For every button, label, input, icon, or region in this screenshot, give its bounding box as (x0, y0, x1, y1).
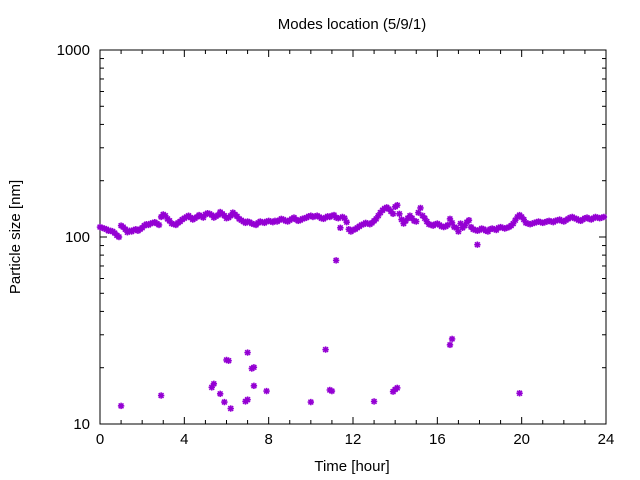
data-point (465, 216, 473, 224)
data-point (396, 210, 403, 218)
data-point (332, 257, 340, 264)
data-point (263, 387, 270, 395)
y-tick-label: 10 (73, 416, 90, 433)
data-point (394, 201, 401, 209)
x-tick-label: 8 (264, 431, 272, 448)
data-point (155, 221, 163, 229)
data-point (227, 405, 234, 412)
x-tick-label: 12 (345, 431, 362, 448)
data-point (389, 210, 397, 218)
data-point (115, 233, 123, 241)
data-point (157, 392, 165, 399)
data-point (446, 341, 454, 349)
y-tick-label: 1000 (57, 42, 90, 59)
x-tick-label: 16 (429, 431, 446, 448)
chart-title: Modes location (5/9/1) (278, 16, 426, 33)
data-point (221, 398, 228, 406)
data-point (337, 224, 344, 231)
data-point (250, 364, 258, 371)
data-point (343, 218, 350, 226)
y-axis-label: Particle size [nm] (7, 180, 24, 294)
x-tick-label: 20 (513, 431, 530, 448)
data-point (370, 398, 378, 405)
x-tick-label: 4 (180, 431, 188, 448)
data-point (117, 402, 125, 410)
axis-ticks (99, 49, 607, 425)
data-point (244, 396, 251, 403)
data-point (413, 218, 420, 225)
x-axis-label: Time [hour] (314, 458, 389, 475)
data-point (250, 382, 258, 390)
data-point (328, 387, 336, 395)
plot-frame (99, 49, 607, 425)
x-tick-label: 0 (96, 431, 104, 448)
data-point (216, 390, 224, 398)
data-point (417, 204, 424, 212)
data-point (474, 241, 481, 248)
data-point (322, 346, 329, 353)
data-point (448, 335, 456, 343)
data-point (394, 384, 401, 392)
x-tick-label: 24 (598, 431, 615, 448)
data-point (461, 222, 468, 229)
data-point (225, 357, 232, 364)
data-point (516, 390, 523, 397)
data-point (307, 398, 315, 406)
data-points (96, 201, 608, 412)
data-point (210, 380, 218, 388)
y-tick-label: 100 (65, 229, 90, 246)
data-point (244, 349, 251, 356)
data-point (600, 213, 608, 221)
tick-labels: 0 4 8 12 16 20 24 10 100 1000 (57, 42, 615, 448)
